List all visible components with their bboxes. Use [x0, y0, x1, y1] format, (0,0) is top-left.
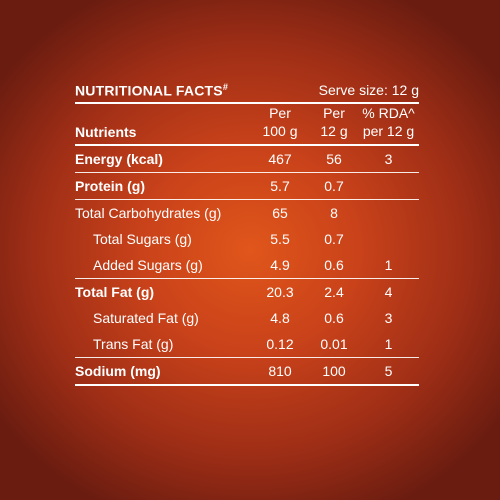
value-per100: 0.12 — [266, 336, 294, 352]
value-rda: 1 — [384, 257, 393, 273]
nutrients-header: Nutrients — [75, 124, 137, 140]
divider — [75, 199, 419, 200]
value-per100: 4.9 — [270, 257, 290, 273]
rda-header: % RDA^ per 12 g — [362, 105, 415, 139]
nutrient-name: Total Fat (g) — [75, 284, 155, 300]
value-per100: 5.7 — [270, 178, 290, 194]
value-per12: 0.7 — [324, 231, 344, 247]
table-row: Trans Fat (g) 0.12 0.01 1 — [75, 331, 419, 357]
table-title: NUTRITIONAL FACTS# — [75, 81, 229, 99]
nutrient-name: Sodium (mg) — [75, 363, 161, 379]
table-row: Total Sugars (g) 5.5 0.7 — [75, 226, 419, 252]
value-per12: 0.6 — [324, 310, 344, 326]
table-row: Total Carbohydrates (g) 65 8 — [75, 200, 419, 226]
divider — [75, 357, 419, 358]
per100-header: Per 100 g — [262, 105, 298, 139]
header-row: Nutrients Per 100 g Per 12 g % RDA^ per … — [75, 104, 419, 144]
value-per12: 0.01 — [320, 336, 348, 352]
value-per12: 100 — [322, 363, 346, 379]
nutrition-facts-panel: NUTRITIONAL FACTS# Serve size: 12 g Nutr… — [75, 78, 419, 386]
value-per12: 8 — [330, 205, 338, 221]
table-row: Total Fat (g) 20.3 2.4 4 — [75, 279, 419, 305]
nutrient-name: Energy (kcal) — [75, 151, 163, 167]
value-per100: 810 — [268, 363, 292, 379]
table-row: Protein (g) 5.7 0.7 — [75, 173, 419, 199]
nutrient-name: Total Carbohydrates (g) — [75, 205, 222, 221]
value-per100: 4.8 — [270, 310, 290, 326]
value-rda: 5 — [384, 363, 393, 379]
value-per12: 2.4 — [324, 284, 344, 300]
divider — [75, 172, 419, 173]
value-rda: 4 — [384, 284, 393, 300]
table-row: Added Sugars (g) 4.9 0.6 1 — [75, 252, 419, 278]
table-row: Saturated Fat (g) 4.8 0.6 3 — [75, 305, 419, 331]
value-rda: 1 — [384, 336, 393, 352]
title-row: NUTRITIONAL FACTS# Serve size: 12 g — [75, 78, 419, 102]
value-per100: 467 — [268, 151, 292, 167]
value-per100: 5.5 — [270, 231, 290, 247]
table-row: Sodium (mg) 810 100 5 — [75, 358, 419, 384]
value-per12: 56 — [326, 151, 342, 167]
nutrient-name: Total Sugars (g) — [93, 231, 192, 247]
value-rda: 3 — [384, 310, 393, 326]
divider — [75, 384, 419, 386]
table-row: Energy (kcal) 467 56 3 — [75, 146, 419, 172]
value-per100: 65 — [272, 205, 288, 221]
nutrient-name: Trans Fat (g) — [93, 336, 174, 352]
divider — [75, 144, 419, 146]
nutrient-name: Protein (g) — [75, 178, 145, 194]
per12-header: Per 12 g — [320, 105, 348, 139]
value-per100: 20.3 — [266, 284, 294, 300]
value-per12: 0.7 — [324, 178, 344, 194]
value-per12: 0.6 — [324, 257, 344, 273]
value-rda: 3 — [384, 151, 393, 167]
serve-size: Serve size: 12 g — [318, 82, 419, 98]
nutrient-name: Saturated Fat (g) — [93, 310, 199, 326]
divider — [75, 102, 419, 104]
divider — [75, 278, 419, 279]
nutrient-name: Added Sugars (g) — [93, 257, 203, 273]
